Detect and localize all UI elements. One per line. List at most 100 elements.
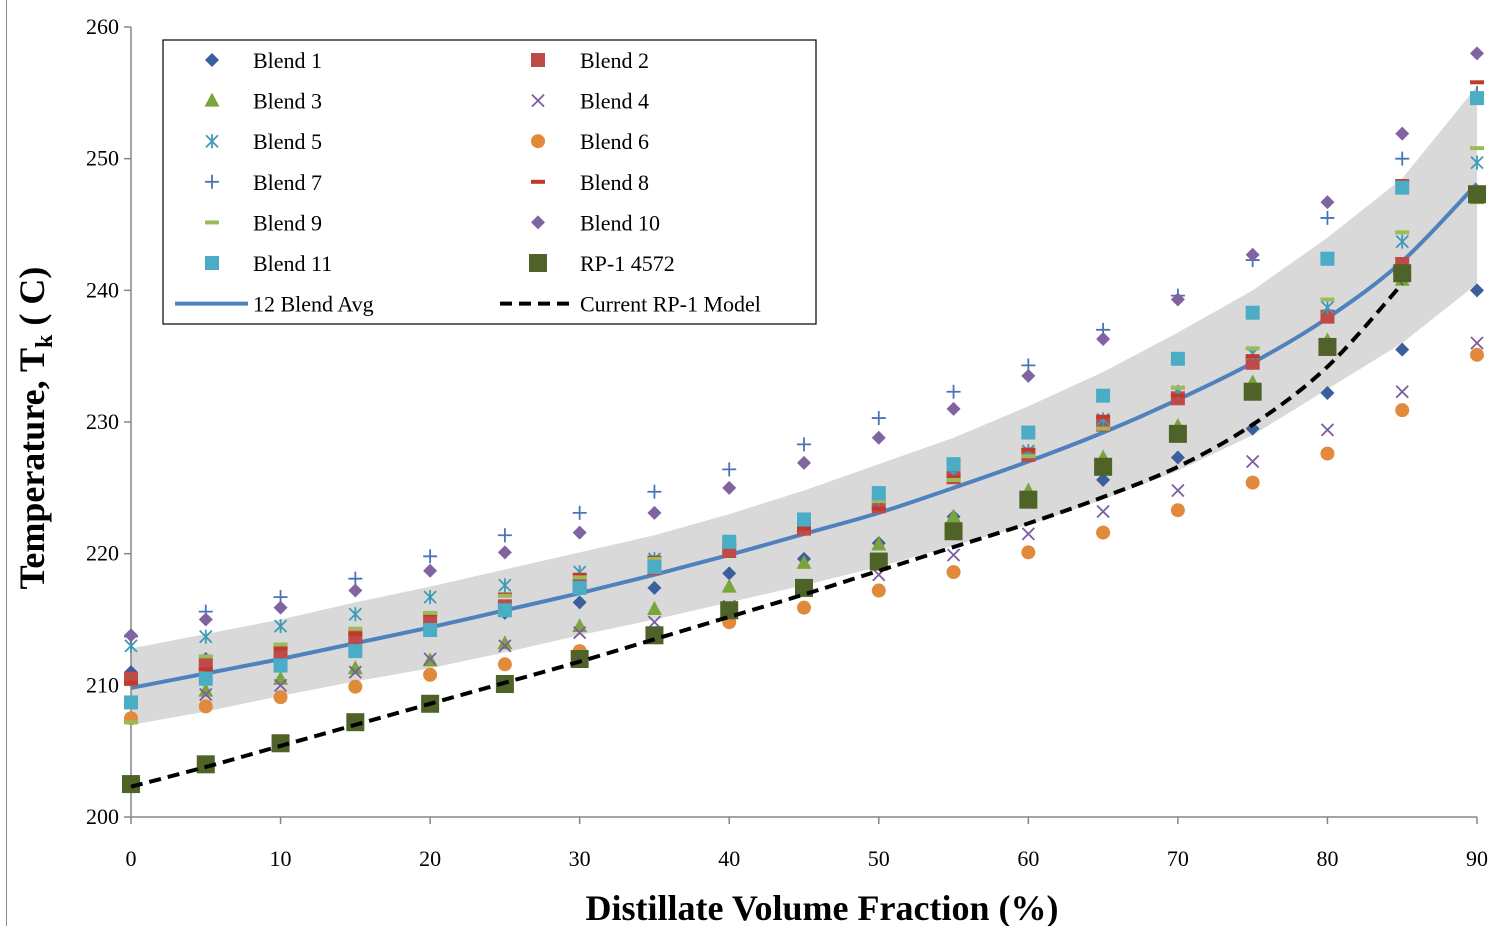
point-blend-9-x80 bbox=[1320, 297, 1335, 302]
point-blend-8-x15 bbox=[348, 631, 363, 636]
point-blend-9-x15 bbox=[348, 626, 363, 631]
point-rp-1-4572-x5 bbox=[196, 755, 215, 774]
legend-marker-blend-7 bbox=[205, 174, 219, 189]
y-axis-title: Temperature, Tk ( C) bbox=[12, 267, 58, 590]
legend-label-blend-3: Blend 3 bbox=[253, 89, 322, 114]
y-tick-label-220: 220 bbox=[86, 541, 119, 566]
point-blend-9-x10 bbox=[273, 642, 288, 647]
point-blend-10-x35 bbox=[647, 505, 662, 520]
legend-marker-rp-1-4572 bbox=[529, 254, 547, 272]
point-rp-1-4572-x90 bbox=[1468, 185, 1486, 204]
legend-marker-blend-5 bbox=[205, 134, 219, 149]
legend-entry-current-rp-1-model: Current RP-1 Model bbox=[500, 292, 761, 317]
legend-label-blend-4: Blend 4 bbox=[580, 89, 649, 114]
point-blend-9-x30 bbox=[572, 575, 587, 580]
point-blend-8-x70 bbox=[1170, 393, 1185, 398]
point-blend-11-x70 bbox=[1170, 351, 1185, 366]
point-blend-7-x40 bbox=[722, 462, 737, 477]
legend-entry-blend-5: Blend 5 bbox=[205, 129, 322, 154]
x-tick-label-30: 30 bbox=[569, 846, 591, 871]
y-tick-label-250: 250 bbox=[86, 146, 119, 171]
legend-entry-blend-1: Blend 1 bbox=[205, 48, 322, 73]
point-blend-7-x50 bbox=[871, 411, 886, 426]
point-blend-10-x5 bbox=[198, 612, 213, 627]
point-blend-6-x10 bbox=[273, 690, 288, 705]
x-tick-label-80: 80 bbox=[1316, 846, 1338, 871]
legend-entry-blend-11: Blend 11 bbox=[205, 251, 332, 276]
point-blend-10-x0 bbox=[124, 628, 138, 643]
point-blend-6-x75 bbox=[1245, 475, 1260, 490]
point-blend-5-x25 bbox=[498, 578, 512, 593]
point-blend-4-x90 bbox=[1470, 336, 1484, 350]
x-tick-label-0: 0 bbox=[126, 846, 137, 871]
point-blend-11-x50 bbox=[871, 486, 886, 501]
point-blend-11-x85 bbox=[1395, 180, 1410, 195]
point-blend-7-x55 bbox=[946, 384, 961, 399]
legend-entry-blend-10: Blend 10 bbox=[531, 210, 660, 235]
point-blend-10-x70 bbox=[1170, 292, 1185, 307]
x-tick-label-40: 40 bbox=[718, 846, 740, 871]
point-blend-10-x40 bbox=[722, 480, 737, 495]
point-blend-5-x10 bbox=[273, 619, 288, 634]
point-blend-1-x40 bbox=[722, 566, 737, 581]
point-blend-4-x60 bbox=[1021, 527, 1035, 541]
point-blend-4-x65 bbox=[1096, 504, 1110, 519]
point-blend-9-x75 bbox=[1245, 346, 1260, 351]
point-blend-2-x75 bbox=[1245, 355, 1260, 370]
legend-label-blend-1: Blend 1 bbox=[253, 48, 322, 73]
legend-label-rp-1-4572: RP-1 4572 bbox=[580, 251, 675, 276]
point-blend-6-x5 bbox=[198, 699, 213, 714]
x-axis-title: Distillate Volume Fraction (%) bbox=[586, 888, 1059, 926]
point-blend-6-x55 bbox=[946, 565, 961, 580]
point-blend-7-x15 bbox=[348, 571, 363, 586]
point-blend-4-x5 bbox=[199, 687, 213, 702]
legend-label-blend-11: Blend 11 bbox=[253, 251, 332, 276]
legend-marker-blend-3 bbox=[204, 92, 220, 107]
legend-label-blend-2: Blend 2 bbox=[580, 48, 649, 73]
point-blend-1-x80 bbox=[1320, 386, 1335, 401]
point-blend-8-x5 bbox=[198, 667, 213, 672]
tick-labels: 200 210 220 230 240 250 260 0 10 20 30 40 50 60 70 80 90 bbox=[86, 14, 1488, 871]
x-tick-label-10: 10 bbox=[270, 846, 292, 871]
legend-marker-blend-10 bbox=[531, 215, 545, 230]
point-rp-1-4572-x55 bbox=[944, 522, 963, 541]
point-blend-5-x80 bbox=[1320, 300, 1335, 315]
point-blend-7-x20 bbox=[423, 549, 438, 564]
point-blend-9-x5 bbox=[198, 654, 213, 659]
point-blend-3-x5 bbox=[198, 682, 214, 697]
legend-label-blend-5: Blend 5 bbox=[253, 129, 322, 154]
point-blend-7-x35 bbox=[647, 484, 662, 499]
legend-label-blend-6: Blend 6 bbox=[580, 129, 649, 154]
point-blend-3-x55 bbox=[946, 508, 962, 523]
point-blend-10-x60 bbox=[1021, 368, 1036, 383]
point-blend-4-x20 bbox=[423, 652, 437, 666]
point-blend-9-x25 bbox=[497, 593, 512, 598]
point-blend-2-x15 bbox=[348, 629, 363, 644]
point-rp-1-4572-x75 bbox=[1243, 382, 1262, 401]
point-blend-4-x35 bbox=[647, 615, 662, 629]
point-blend-9-x35 bbox=[647, 556, 662, 561]
legend-label-12-blend-avg: 12 Blend Avg bbox=[253, 292, 374, 317]
point-blend-5-x5 bbox=[199, 629, 213, 644]
point-blend-7-x25 bbox=[497, 528, 512, 543]
point-blend-6-x70 bbox=[1170, 503, 1185, 518]
point-blend-1-x70 bbox=[1170, 450, 1185, 465]
x-tick-label-70: 70 bbox=[1167, 846, 1189, 871]
x-tick-label-90: 90 bbox=[1466, 846, 1488, 871]
legend-label-blend-8: Blend 8 bbox=[580, 170, 649, 195]
point-blend-6-x60 bbox=[1021, 545, 1036, 560]
point-blend-8-x50 bbox=[871, 506, 886, 511]
point-blend-10-x75 bbox=[1245, 247, 1260, 262]
point-blend-3-x45 bbox=[796, 554, 812, 569]
point-blend-11-x10 bbox=[273, 658, 288, 673]
point-blend-11-x60 bbox=[1021, 425, 1036, 440]
point-blend-6-x25 bbox=[497, 657, 512, 672]
y-tick-label-210: 210 bbox=[86, 672, 119, 697]
point-blend-11-x75 bbox=[1245, 305, 1260, 320]
y-axis-title-main: Temperature, T bbox=[12, 348, 52, 589]
point-blend-5-x90 bbox=[1470, 155, 1484, 170]
point-blend-4-x10 bbox=[273, 678, 288, 692]
legend-label-blend-10: Blend 10 bbox=[580, 210, 660, 235]
point-blend-9-x70 bbox=[1170, 385, 1185, 390]
point-rp-1-4572-x70 bbox=[1168, 424, 1187, 443]
